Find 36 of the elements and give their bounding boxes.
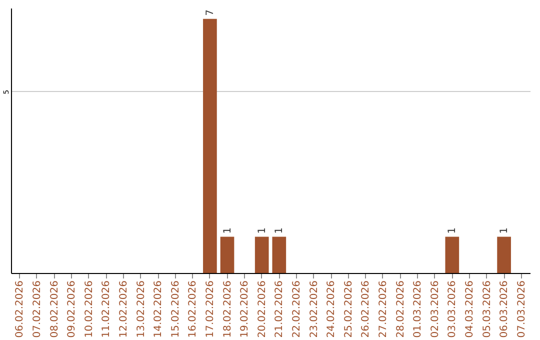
x-tick-label: 01.03.2026 <box>412 280 424 338</box>
x-tick-label: 25.02.2026 <box>343 280 354 338</box>
x-tick-label: 07.02.2026 <box>32 280 43 338</box>
x-tick-label: 15.02.2026 <box>170 280 182 338</box>
x-tick-label: 21.02.2026 <box>274 280 286 338</box>
x-tick-label: 11.02.2026 <box>101 280 112 338</box>
x-tick-label: 16.02.2026 <box>188 280 199 338</box>
x-tick-label: 08.02.2026 <box>49 280 60 338</box>
data-label: 1 <box>222 227 234 234</box>
x-tick-label: 06.03.2026 <box>499 280 510 338</box>
x-tick-label: 14.02.2026 <box>153 280 164 338</box>
data-label: 1 <box>447 227 458 234</box>
data-label: 1 <box>256 227 268 234</box>
x-tick-label: 27.02.2026 <box>378 280 389 338</box>
x-tick-label: 03.03.2026 <box>447 280 458 338</box>
x-tick-label: 17.02.2026 <box>204 280 216 338</box>
x-tick-label: 26.02.2026 <box>360 280 372 338</box>
x-tick-label: 06.02.2026 <box>14 280 26 338</box>
x-tick-label: 02.03.2026 <box>430 280 441 338</box>
x-tick-label: 23.02.2026 <box>308 280 320 338</box>
x-tick-label: 05.03.2026 <box>482 280 493 338</box>
x-tick-label: 19.02.2026 <box>240 280 251 338</box>
data-label: 7 <box>204 10 216 16</box>
data-label: 1 <box>274 227 286 234</box>
x-tick-label: 04.03.2026 <box>464 280 476 338</box>
data-label: 1 <box>499 227 510 234</box>
x-tick-label: 18.02.2026 <box>222 280 234 338</box>
x-tick-label: 13.02.2026 <box>136 280 147 338</box>
x-tick-label: 10.02.2026 <box>84 280 95 338</box>
x-tick-label: 24.02.2026 <box>326 280 338 338</box>
x-tick-label: 07.03.2026 <box>516 280 528 338</box>
x-tick-label: 28.02.2026 <box>395 280 406 338</box>
x-tick-label: 09.02.2026 <box>66 280 78 338</box>
x-tick-label: 20.02.2026 <box>256 280 268 338</box>
x-tick-label: 22.02.2026 <box>291 280 302 338</box>
x-tick-label: 12.02.2026 <box>118 280 130 338</box>
